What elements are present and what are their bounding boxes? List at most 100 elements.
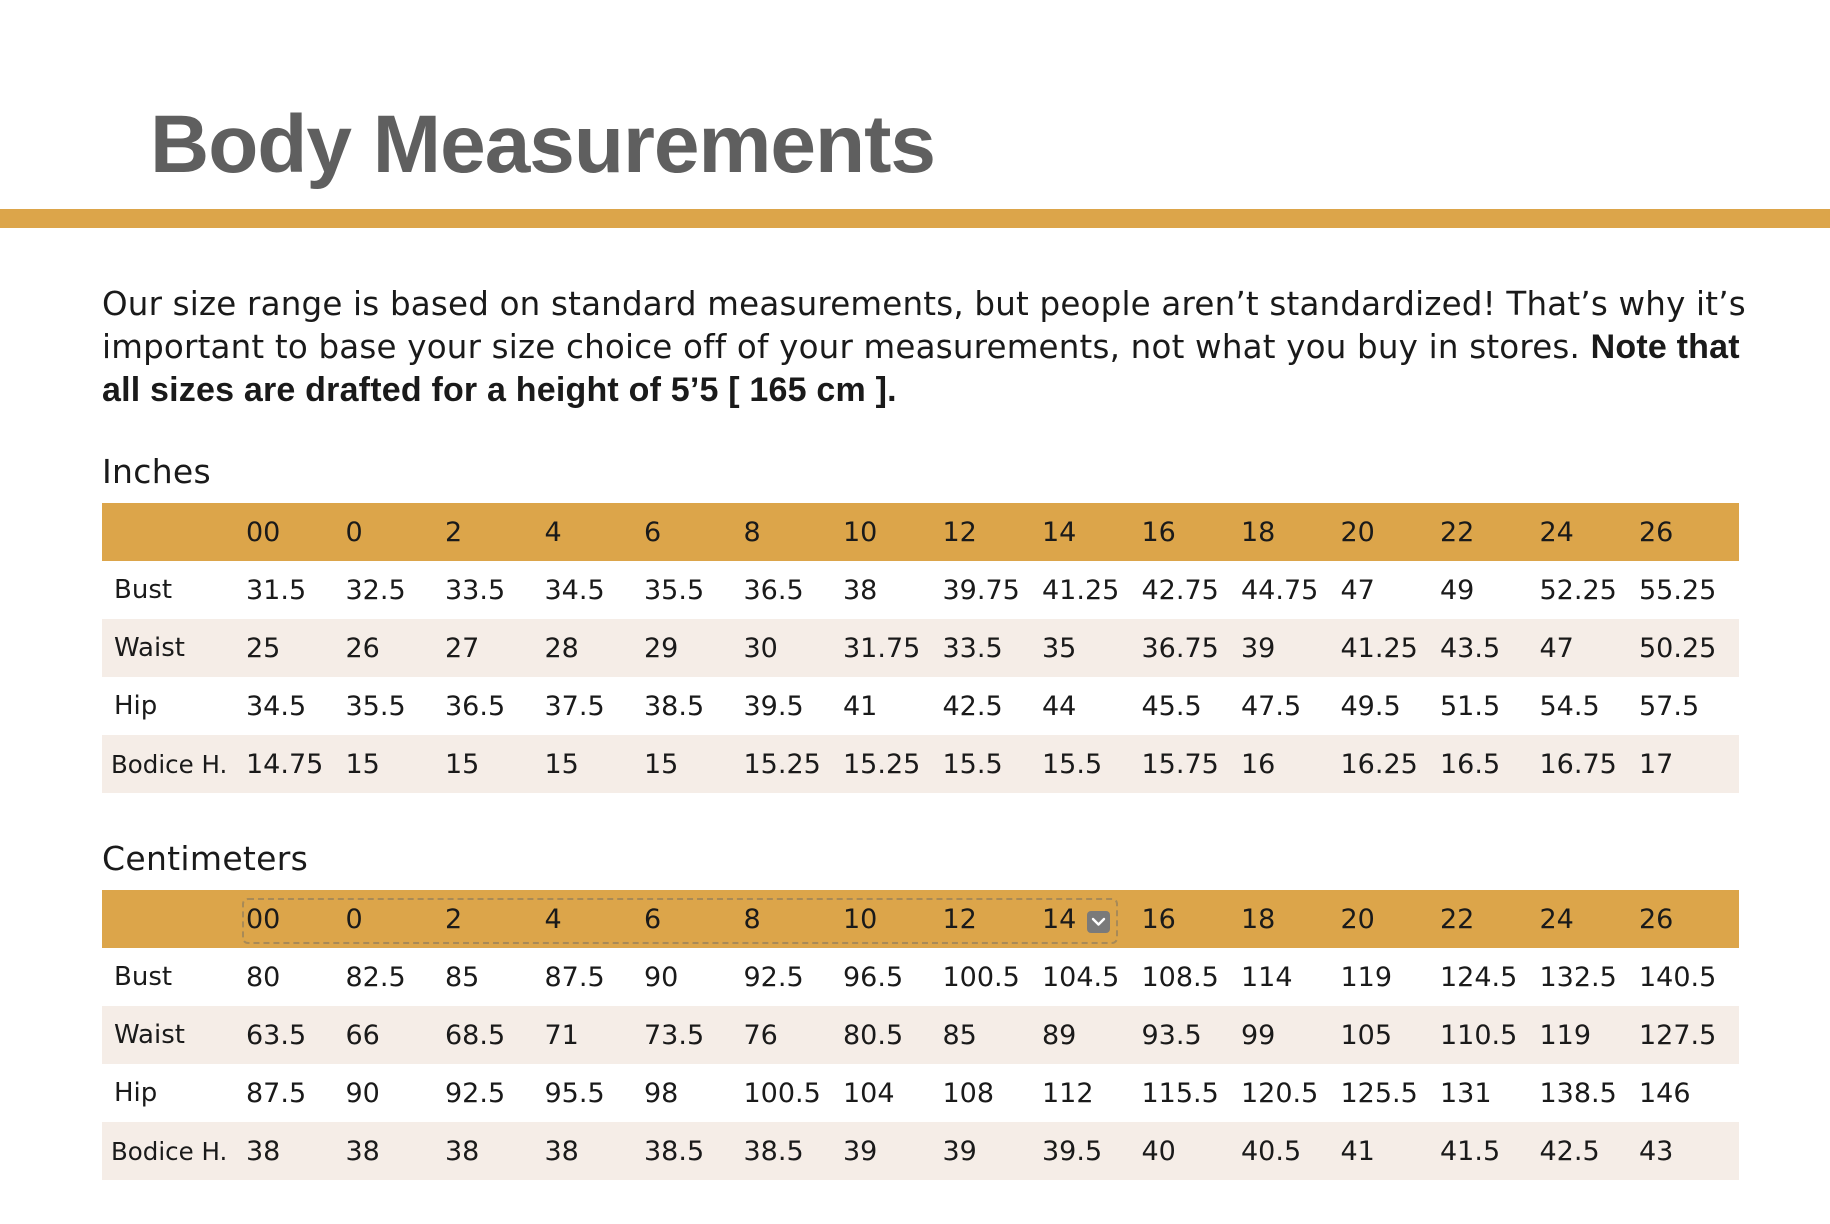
table-cell: 17	[1639, 748, 1674, 780]
table-cell: 37.5	[544, 690, 605, 722]
table-cell: 66	[345, 1019, 380, 1051]
table-cell: 41.25	[1042, 574, 1120, 606]
table-cell: 44	[1042, 690, 1077, 722]
chevron-down-icon	[1091, 917, 1106, 926]
size-header-8: 8	[743, 903, 761, 935]
table-row: Hip 87.5 90 92.5 95.5 98 100.5 104 108 112 115.5 12…	[102, 1064, 1739, 1122]
size-header-24: 24	[1539, 516, 1574, 548]
size-header-18: 18	[1241, 903, 1276, 935]
table-cell: 16	[1241, 748, 1276, 780]
table-cell: 32.5	[345, 574, 406, 606]
size-header-20: 20	[1340, 516, 1375, 548]
table-cell: 25	[246, 632, 281, 664]
table-cell: 38	[843, 574, 878, 606]
table-cell: 15.25	[743, 748, 821, 780]
size-header-18: 18	[1241, 516, 1276, 548]
table-cell: 33.5	[445, 574, 506, 606]
table-cell: 119	[1340, 961, 1393, 993]
table-cell: 49.5	[1340, 690, 1401, 722]
size-header-10: 10	[843, 516, 878, 548]
table-cell: 15	[544, 748, 579, 780]
table-cell: 87.5	[246, 1077, 307, 1109]
table-cell: 36.5	[743, 574, 804, 606]
selection-dropdown-button[interactable]	[1087, 911, 1110, 933]
table-cell: 39.5	[1042, 1135, 1103, 1167]
table-cell: 98	[644, 1077, 679, 1109]
table-cell: 40	[1141, 1135, 1176, 1167]
table-cell: 105	[1340, 1019, 1393, 1051]
table-row: Bodice H. 14.75 15 15 15 15 15.25 15.25 15.5 15.5…	[102, 735, 1739, 793]
intro-paragraph: Our size range is based on standard meas…	[102, 283, 1752, 412]
table-cell: 28	[544, 632, 579, 664]
table-cell: 82.5	[345, 961, 406, 993]
size-header-0: 0	[345, 903, 363, 935]
table-cell: 39	[843, 1135, 878, 1167]
table-cell: 131	[1440, 1077, 1492, 1109]
table-cell: 104.5	[1042, 961, 1120, 993]
table-cell: 42.5	[1539, 1135, 1600, 1167]
table-cell: 146	[1639, 1077, 1691, 1109]
size-header-24: 24	[1539, 903, 1574, 935]
table-cell: 15	[445, 748, 480, 780]
table-cell: 41	[1340, 1135, 1375, 1167]
table-cell: 39	[1241, 632, 1276, 664]
table-cell: 63.5	[246, 1019, 307, 1051]
table-cell: 36.5	[445, 690, 506, 722]
size-header-2: 2	[445, 516, 463, 548]
size-header-22: 22	[1440, 516, 1475, 548]
table-cell: 89	[1042, 1019, 1077, 1051]
table-cell: 68.5	[445, 1019, 506, 1051]
size-header-4: 4	[544, 516, 562, 548]
table-cell: 41	[843, 690, 878, 722]
table-cell: 16.5	[1440, 748, 1501, 780]
table-cell: 47.5	[1241, 690, 1302, 722]
table-cell: 80.5	[843, 1019, 904, 1051]
table-cell: 138.5	[1539, 1077, 1617, 1109]
table-cell: 112	[1042, 1077, 1094, 1109]
header-corner-cell	[102, 890, 246, 948]
table-cell: 93.5	[1141, 1019, 1202, 1051]
size-header-00: 00	[246, 516, 281, 548]
table-cell: 15.25	[843, 748, 921, 780]
table-cell: 96.5	[843, 961, 904, 993]
table-cell: 124.5	[1440, 961, 1518, 993]
size-header-0: 0	[345, 516, 363, 548]
size-header-row: 00 0 2 4 6 8 10 12 14 16 18 20 22 24 26	[102, 503, 1739, 561]
table-row: Waist 63.5 66 68.5 71 73.5 76 80.5 85 89 93.5 99 105…	[102, 1006, 1739, 1064]
table-cell: 35.5	[644, 574, 705, 606]
table-row: Bodice H. 38 38 38 38 38.5 38.5 39 39 39.5 40 40.5 4…	[102, 1122, 1739, 1180]
table-cell: 108.5	[1141, 961, 1219, 993]
table-cell: 15	[345, 748, 380, 780]
table-cell: 100.5	[743, 1077, 821, 1109]
size-header-26: 26	[1639, 903, 1674, 935]
size-header-6: 6	[644, 516, 662, 548]
table-cell: 90	[644, 961, 679, 993]
centimeters-table: 00 0 2 4 6 8 10 12 14 16 18 20 22 24 26 Bust 80 82.5 85 87.…	[102, 890, 1739, 1180]
size-header-8: 8	[743, 516, 761, 548]
table-cell: 42.75	[1141, 574, 1219, 606]
table-cell: 47	[1340, 574, 1375, 606]
page-title: Body Measurements	[150, 99, 936, 190]
inches-section-label: Inches	[102, 452, 212, 491]
size-header-16: 16	[1141, 903, 1176, 935]
table-cell: 16.25	[1340, 748, 1418, 780]
table-cell: 104	[843, 1077, 895, 1109]
table-row: Waist 25 26 27 28 29 30 31.75 33.5 35 36.75 39 41.25…	[102, 619, 1739, 677]
table-cell: 114	[1241, 961, 1293, 993]
inches-table: 00 0 2 4 6 8 10 12 14 16 18 20 22 24 26 Bust 31.5 32.5 33.…	[102, 503, 1739, 793]
title-divider	[0, 209, 1830, 228]
table-cell: 140.5	[1639, 961, 1717, 993]
row-label: Waist	[114, 1020, 185, 1050]
table-cell: 15.5	[1042, 748, 1103, 780]
table-cell: 38.5	[644, 1135, 705, 1167]
table-cell: 55.25	[1639, 574, 1717, 606]
table-cell: 76	[743, 1019, 778, 1051]
table-cell: 41.25	[1340, 632, 1418, 664]
table-cell: 42.5	[942, 690, 1003, 722]
table-cell: 54.5	[1539, 690, 1600, 722]
table-cell: 87.5	[544, 961, 605, 993]
header-corner-cell	[102, 503, 246, 561]
table-cell: 50.25	[1639, 632, 1717, 664]
size-selection-box[interactable]	[242, 898, 1118, 944]
table-cell: 39	[942, 1135, 977, 1167]
